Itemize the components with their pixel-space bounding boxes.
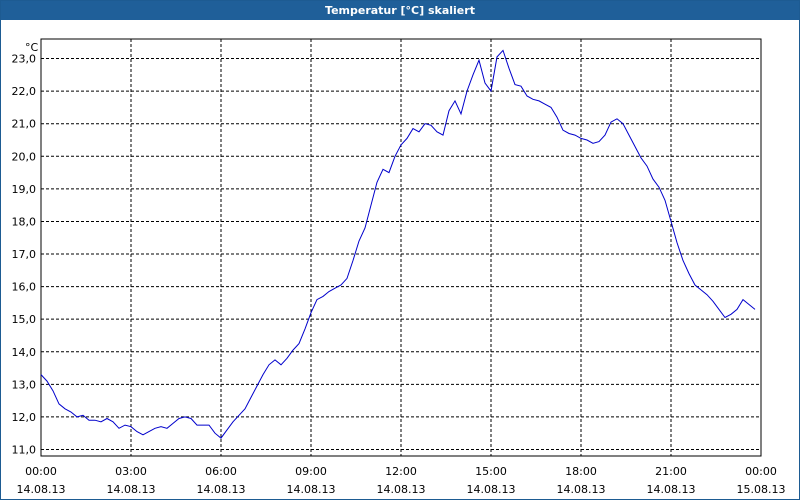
x-tick-date: 14.08.13 <box>287 483 336 496</box>
x-tick-time: 00:00 <box>25 465 57 478</box>
x-tick-time: 18:00 <box>565 465 597 478</box>
x-tick-time: 09:00 <box>295 465 327 478</box>
y-axis-unit-label: °C <box>25 41 39 54</box>
y-tick-label: 19,0 <box>12 183 37 196</box>
y-tick-label: 18,0 <box>12 215 37 228</box>
y-tick-label: 14,0 <box>12 346 37 359</box>
x-tick-date: 14.08.13 <box>107 483 156 496</box>
y-tick-label: 11,0 <box>12 443 37 456</box>
x-tick-time: 15:00 <box>475 465 507 478</box>
x-tick-date: 14.08.13 <box>197 483 246 496</box>
x-tick-time: 21:00 <box>655 465 687 478</box>
window-title: Temperatur [°C] skaliert <box>1 1 799 20</box>
x-tick-time: 06:00 <box>205 465 237 478</box>
y-tick-label: 13,0 <box>12 378 37 391</box>
x-tick-date: 14.08.13 <box>377 483 426 496</box>
y-tick-label: 22,0 <box>12 85 37 98</box>
y-tick-label: 23,0 <box>12 53 37 66</box>
x-tick-date: 14.08.13 <box>557 483 606 496</box>
y-tick-label: 17,0 <box>12 248 37 261</box>
x-tick-date: 15.08.13 <box>737 483 786 496</box>
y-tick-label: 20,0 <box>12 150 37 163</box>
temperature-series-line <box>40 49 756 439</box>
y-tick-label: 21,0 <box>12 118 37 131</box>
x-tick-time: 00:00 <box>745 465 777 478</box>
x-tick-date: 14.08.13 <box>17 483 66 496</box>
y-tick-label: 15,0 <box>12 313 37 326</box>
x-tick-date: 14.08.13 <box>467 483 516 496</box>
x-tick-date: 14.08.13 <box>647 483 696 496</box>
x-tick-time: 12:00 <box>385 465 417 478</box>
temperature-chart: °C 11,0 12,0 13,0 14,0 15,0 16,0 17,0 18,0 19,0 2… <box>12 38 786 496</box>
y-tick-label: 12,0 <box>12 411 37 424</box>
y-tick-label: 16,0 <box>12 281 37 294</box>
x-tick-time: 03:00 <box>115 465 147 478</box>
